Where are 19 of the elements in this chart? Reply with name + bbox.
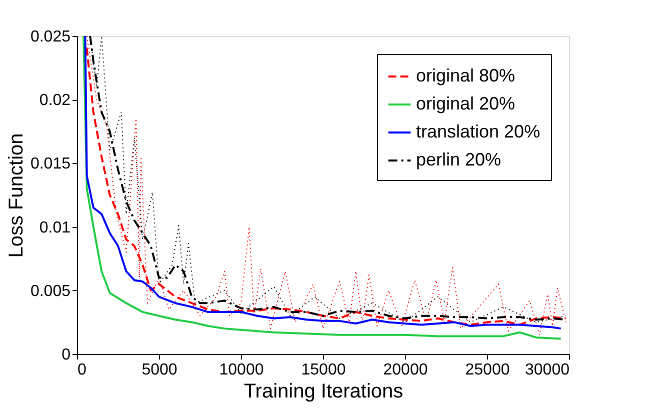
y-tick-label: 0.015 bbox=[30, 156, 71, 173]
x-tick-label: 0 bbox=[78, 362, 86, 378]
legend-label: translation 20% bbox=[416, 122, 540, 142]
y-tick-label: 0.025 bbox=[30, 28, 71, 46]
legend-label: original 20% bbox=[416, 94, 516, 114]
legend-label: original 80% bbox=[416, 66, 516, 86]
y-tick-label: 0 bbox=[62, 346, 71, 364]
y-axis-title: Loss Function bbox=[5, 133, 28, 258]
x-axis-title: Training Iterations bbox=[244, 380, 404, 402]
y-tick-label: 0.02 bbox=[39, 92, 71, 110]
x-tick-label: 30000 bbox=[525, 362, 570, 378]
y-tick-label: 0.01 bbox=[39, 219, 71, 236]
x-tick-label: 15000 bbox=[301, 362, 346, 378]
legend-label: perlin 20% bbox=[416, 150, 502, 170]
x-tick-label: 20000 bbox=[383, 362, 428, 378]
x-tick-label: 25000 bbox=[465, 362, 510, 378]
x-tick-label: 5000 bbox=[142, 362, 178, 378]
x-tick-label: 10000 bbox=[219, 362, 264, 378]
y-tick-label: 0.005 bbox=[30, 282, 71, 300]
